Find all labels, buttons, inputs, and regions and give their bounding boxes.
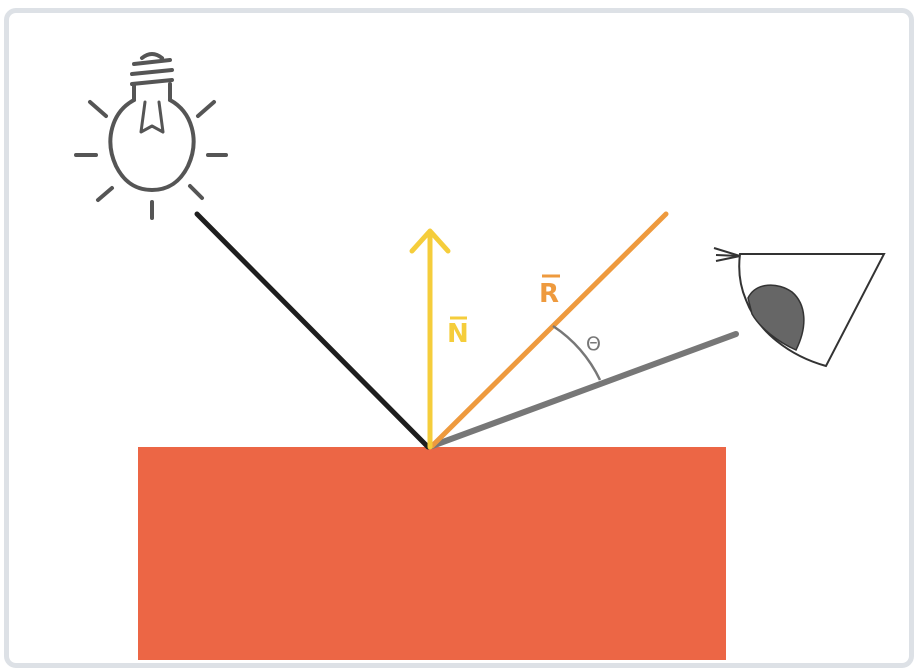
incident-ray: [194, 211, 431, 450]
normal-label: N: [447, 316, 469, 349]
eye-icon: [713, 247, 886, 368]
light-bulb-icon: [74, 52, 228, 220]
svg-text:R: R: [539, 279, 559, 309]
angle-label: Θ: [586, 333, 601, 355]
surface-block: [138, 447, 726, 660]
angle-arc: [552, 324, 602, 381]
normal-vector: [409, 228, 451, 450]
svg-text:N: N: [447, 319, 469, 349]
view-vector: [429, 331, 739, 449]
reflection-vector: [429, 211, 669, 449]
reflection-label: R: [539, 274, 560, 309]
